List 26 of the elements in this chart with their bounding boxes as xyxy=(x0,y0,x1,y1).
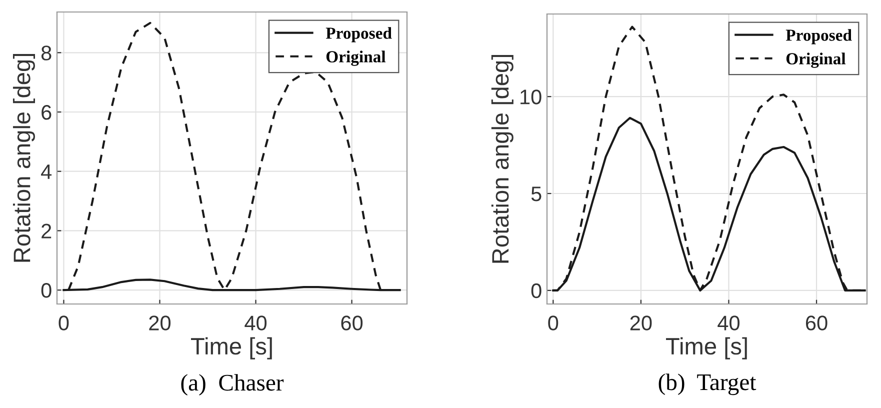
text: (a) Chaser xyxy=(181,374,284,396)
x-tick-label: 40 xyxy=(718,316,740,330)
y-tick-label: 5 xyxy=(531,186,542,202)
y-tick-label: 10 xyxy=(520,90,542,104)
text: (b) Target xyxy=(658,374,756,396)
x-axis-title: Time [s] xyxy=(191,337,272,360)
legend-label: Proposed xyxy=(326,27,392,42)
x-tick-label: 20 xyxy=(630,316,652,330)
x-tick-label: 0 xyxy=(548,316,558,330)
x-tick-label: 60 xyxy=(806,316,828,330)
x-axis-title: Time [s] xyxy=(666,337,747,360)
y-axis-title: Rotation angle [deg] xyxy=(491,55,514,263)
y-axis-title: Rotation angle [deg] xyxy=(12,54,35,262)
legend-label: Proposed xyxy=(786,29,852,44)
x-tick-label: 60 xyxy=(341,316,363,330)
y-tick-label: 4 xyxy=(41,164,52,179)
x-tick-label: 40 xyxy=(244,316,267,330)
y-tick-label: 0 xyxy=(531,283,542,298)
y-tick-label: 6 xyxy=(42,105,52,120)
y-tick-label: 2 xyxy=(42,224,52,238)
legend-label: Original xyxy=(786,52,846,68)
x-tick-label: 20 xyxy=(149,316,171,330)
x-tick-label: 0 xyxy=(58,316,69,330)
y-tick-label: 8 xyxy=(41,46,52,60)
legend-label: Original xyxy=(326,50,386,66)
y-tick-label: 0 xyxy=(41,283,52,298)
